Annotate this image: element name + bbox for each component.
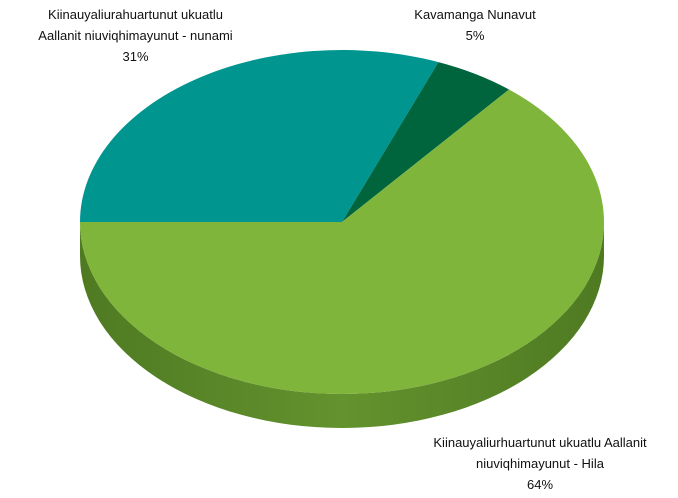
slice-name: Kiinauyaliurhuartunut ukuatlu Aallanit n…	[433, 435, 647, 471]
slice	[342, 62, 510, 222]
slice-percent: 5%	[465, 28, 485, 43]
slice-side	[80, 222, 604, 428]
slice-percent: 64%	[526, 477, 554, 492]
slice	[80, 49, 439, 222]
slice-name: Kiinauyaliurahuartunut ukuatlu Aallanit …	[38, 7, 233, 43]
slice-label: Kavamanga Nunavut 5%	[375, 4, 575, 46]
slice-label: Kiinauyaliurhuartunut ukuatlu Aallanit n…	[420, 432, 660, 495]
slice-label: Kiinauyaliurahuartunut ukuatlu Aallanit …	[28, 4, 243, 67]
slice	[80, 89, 605, 394]
slice-name: Kavamanga Nunavut	[414, 7, 536, 22]
slice-percent: 31%	[122, 49, 149, 64]
